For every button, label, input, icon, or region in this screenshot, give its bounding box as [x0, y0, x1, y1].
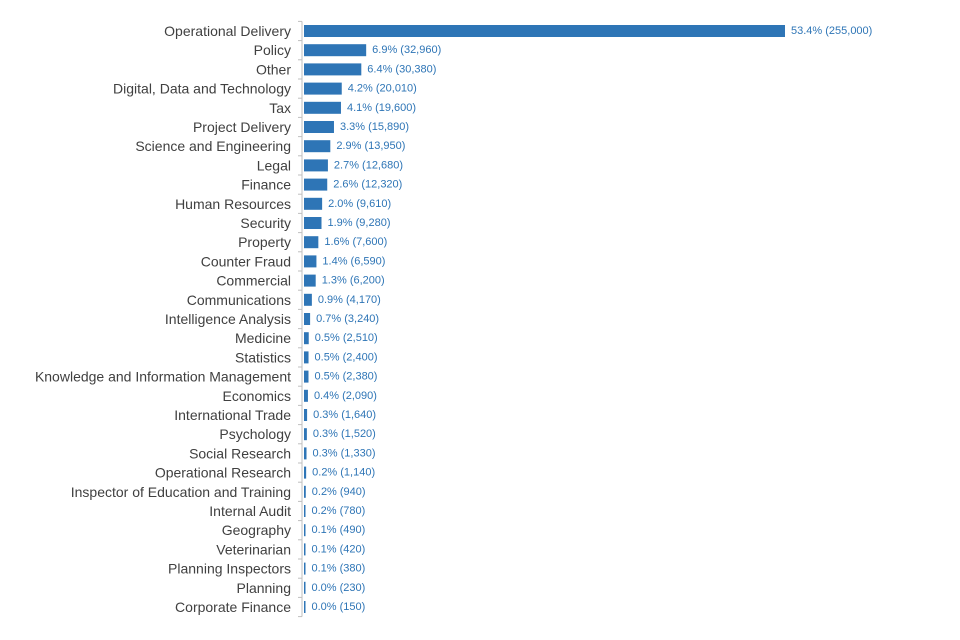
bar — [304, 217, 322, 229]
data-label: 0.3% (1,520) — [313, 428, 376, 440]
bar — [304, 409, 308, 421]
category-label: Planning — [237, 580, 292, 596]
bar — [304, 581, 306, 594]
category-label: Inspector of Education and Training — [71, 484, 291, 500]
data-label: 2.6% (12,320) — [333, 179, 402, 191]
data-label: 53.4% (255,000) — [791, 25, 872, 37]
category-label: Finance — [241, 177, 291, 193]
bar — [304, 274, 316, 287]
data-label: 0.2% (1,140) — [312, 467, 375, 479]
bar — [304, 25, 785, 37]
data-label: 6.4% (30,380) — [367, 63, 436, 75]
data-label: 2.9% (13,950) — [336, 140, 405, 152]
bar — [304, 562, 306, 575]
category-label: Tax — [269, 100, 291, 116]
category-label: Veterinarian — [216, 541, 291, 557]
data-label: 0.1% (380) — [312, 563, 366, 575]
category-label: Digital, Data and Technology — [113, 81, 291, 97]
bar — [304, 466, 307, 479]
bar — [304, 505, 306, 517]
category-label: Science and Engineering — [135, 138, 291, 154]
data-label: 4.2% (20,010) — [348, 83, 417, 95]
data-label: 0.0% (150) — [312, 601, 366, 613]
bar — [304, 82, 342, 95]
bar — [304, 293, 312, 306]
data-label: 2.0% (9,610) — [328, 198, 391, 210]
data-label: 0.5% (2,510) — [315, 332, 378, 344]
bar — [304, 428, 307, 441]
category-label: Internal Audit — [209, 503, 291, 519]
bar — [304, 351, 309, 364]
data-label: 0.4% (2,090) — [314, 390, 377, 402]
data-label: 0.2% (940) — [312, 486, 366, 498]
bar — [304, 121, 334, 133]
data-label: 0.9% (4,170) — [318, 294, 381, 306]
data-label: 0.3% (1,330) — [313, 447, 376, 459]
bar — [304, 178, 328, 191]
category-label: Social Research — [189, 445, 291, 461]
bar — [304, 543, 306, 556]
category-label: Corporate Finance — [175, 599, 291, 615]
data-label: 3.3% (15,890) — [340, 121, 409, 133]
bar — [304, 44, 367, 57]
category-label: Policy — [254, 42, 291, 58]
data-label: 2.7% (12,680) — [334, 159, 403, 171]
category-label: Project Delivery — [193, 119, 291, 135]
category-label: Planning Inspectors — [168, 561, 291, 577]
bar — [304, 332, 309, 345]
category-label: Other — [256, 61, 291, 77]
bar — [304, 370, 309, 383]
category-label: Counter Fraud — [201, 253, 291, 269]
data-label: 4.1% (19,600) — [347, 102, 416, 114]
data-label: 1.4% (6,590) — [322, 255, 385, 267]
data-label: 0.0% (230) — [312, 582, 366, 594]
data-label: 0.1% (420) — [312, 543, 366, 555]
data-label: 1.6% (7,600) — [324, 236, 387, 248]
category-label: Knowledge and Information Management — [35, 369, 291, 385]
bar — [304, 63, 362, 76]
bar — [304, 524, 306, 537]
bar — [304, 255, 317, 268]
bar — [304, 313, 311, 325]
bar — [304, 485, 306, 498]
category-label: Security — [240, 215, 291, 231]
category-label: Economics — [223, 388, 291, 404]
bar — [304, 389, 308, 402]
category-label: Human Resources — [175, 196, 291, 212]
bar — [304, 159, 328, 172]
data-label: 0.2% (780) — [312, 505, 366, 517]
category-label: Operational Research — [155, 465, 291, 481]
category-label: Geography — [222, 522, 291, 538]
data-label: 0.7% (3,240) — [316, 313, 379, 325]
data-label: 0.5% (2,400) — [315, 351, 378, 363]
data-label: 0.5% (2,380) — [314, 371, 377, 383]
bar — [304, 601, 306, 613]
category-label: Communications — [187, 292, 291, 308]
data-label: 0.3% (1,640) — [313, 409, 376, 421]
data-label: 1.3% (6,200) — [322, 275, 385, 287]
category-label: Medicine — [235, 330, 291, 346]
category-label: Legal — [257, 157, 291, 173]
category-label: Property — [238, 234, 291, 250]
category-label: Intelligence Analysis — [165, 311, 291, 327]
bar — [304, 447, 307, 460]
bar — [304, 197, 323, 210]
data-label: 6.9% (32,960) — [372, 44, 441, 56]
data-label: 0.1% (490) — [312, 524, 366, 536]
data-label: 1.9% (9,280) — [328, 217, 391, 229]
category-label: Commercial — [216, 273, 291, 289]
bar — [304, 140, 331, 153]
bar — [304, 236, 319, 249]
category-label: Statistics — [235, 349, 291, 365]
category-label: Psychology — [219, 426, 291, 442]
bar — [304, 101, 341, 114]
category-label: Operational Delivery — [164, 23, 291, 39]
category-label: International Trade — [174, 407, 291, 423]
